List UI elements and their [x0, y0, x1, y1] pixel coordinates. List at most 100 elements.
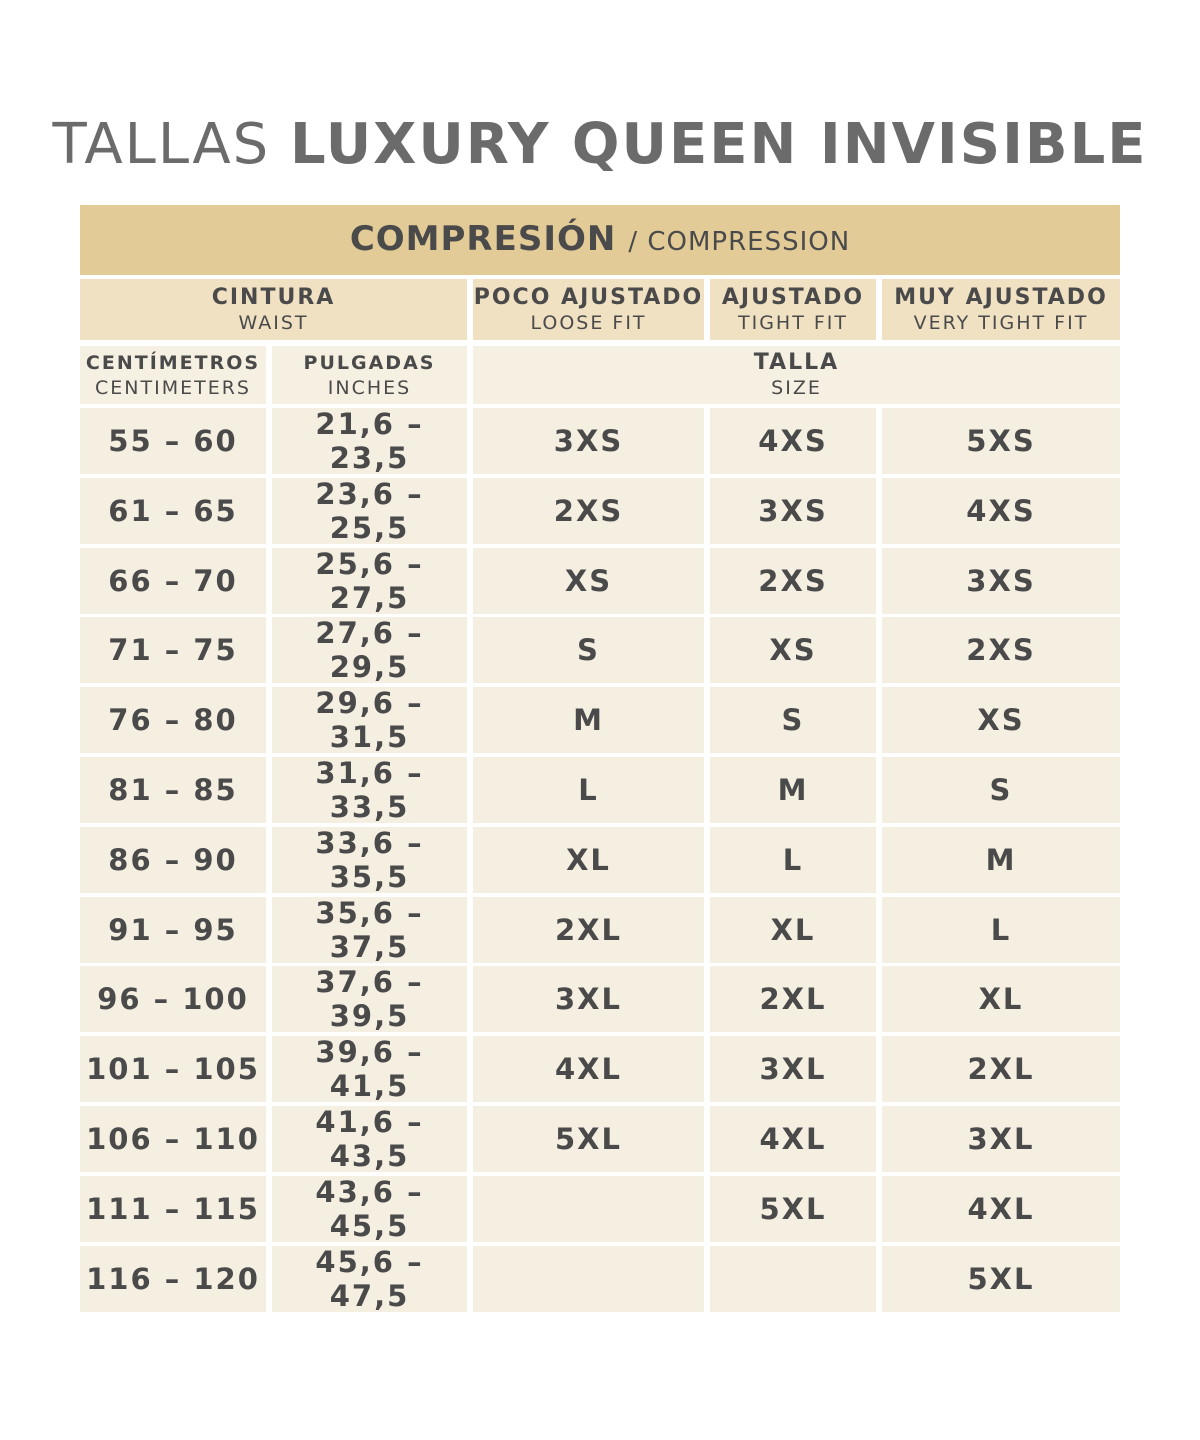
size-value: XS: [564, 563, 613, 598]
header-very-tight-en: VERY TIGHT FIT: [913, 311, 1089, 334]
size-value: 3XS: [966, 563, 1036, 598]
size-value: 4XS: [966, 493, 1036, 528]
cell-centimeters: 91 – 95: [80, 896, 266, 963]
size-value: 2XL: [759, 982, 827, 1017]
subheader-in-en: INCHES: [327, 377, 412, 399]
cell-inches: 35,6 – 37,5: [272, 895, 467, 964]
cell-centimeters: 76 – 80: [80, 687, 266, 754]
size-value: 33,6 – 35,5: [315, 825, 424, 894]
cell-inches: 21,6 – 23,5: [272, 407, 467, 475]
cell-loose-fit: [473, 1175, 704, 1242]
subheader-cm-en: CENTIMETERS: [95, 377, 251, 399]
size-value: 5XL: [967, 1261, 1035, 1296]
size-value: 96 – 100: [97, 982, 249, 1017]
cell-centimeters: 101 – 105: [80, 1036, 266, 1103]
size-value: 45,6 – 47,5: [315, 1244, 424, 1313]
size-value: 5XL: [759, 1191, 827, 1226]
cell-very-tight-fit: XL: [882, 966, 1120, 1033]
size-value: 101 – 105: [86, 1052, 260, 1087]
cell-tight-fit: 2XS: [710, 547, 876, 614]
cell-loose-fit: XL: [473, 826, 704, 893]
size-value: L: [782, 842, 804, 877]
subheader-centimeters: CENTÍMETROS CENTIMETERS: [80, 346, 266, 404]
size-value: 4XL: [554, 1052, 623, 1087]
cell-very-tight-fit: L: [882, 896, 1120, 963]
cell-inches: 37,6 – 39,5: [272, 965, 467, 1034]
subheader-size: TALLA SIZE: [473, 346, 1120, 404]
cell-very-tight-fit: 2XL: [882, 1036, 1120, 1103]
header-very-tight-fit: MUY AJUSTADO VERY TIGHT FIT: [882, 279, 1120, 340]
size-value: 37,6 – 39,5: [315, 965, 424, 1034]
size-value: 76 – 80: [108, 703, 238, 738]
size-value: 23,6 – 25,5: [315, 476, 424, 545]
subheader-inches: PULGADAS INCHES: [272, 346, 467, 404]
size-value: 4XS: [758, 424, 828, 458]
cell-loose-fit: 3XS: [473, 408, 704, 474]
cell-loose-fit: XS: [473, 547, 704, 614]
cell-inches: 27,6 – 29,5: [272, 616, 467, 684]
size-value: S: [989, 773, 1013, 807]
size-value: 3XS: [758, 493, 828, 528]
cell-centimeters: 66 – 70: [80, 547, 266, 614]
size-value: 111 – 115: [86, 1191, 260, 1226]
size-value: 21,6 – 23,5: [315, 407, 424, 475]
header-waist-es: CINTURA: [211, 284, 336, 310]
size-value: 35,6 – 37,5: [315, 895, 424, 964]
size-value: 81 – 85: [108, 773, 238, 807]
cell-very-tight-fit: 5XL: [882, 1245, 1120, 1312]
cell-centimeters: 86 – 90: [80, 826, 266, 893]
cell-very-tight-fit: XS: [882, 687, 1120, 754]
cell-inches: 39,6 – 41,5: [272, 1035, 467, 1104]
cell-inches: 29,6 – 31,5: [272, 686, 467, 755]
cell-inches: 43,6 – 45,5: [272, 1174, 467, 1243]
size-value: 66 – 70: [108, 563, 238, 598]
cell-very-tight-fit: 4XS: [882, 477, 1120, 544]
cell-centimeters: 61 – 65: [80, 477, 266, 544]
size-value: 116 – 120: [86, 1261, 260, 1296]
cell-centimeters: 55 – 60: [80, 408, 266, 474]
cell-centimeters: 106 – 110: [80, 1106, 266, 1172]
cell-tight-fit: XL: [710, 896, 876, 963]
size-value: XL: [978, 982, 1024, 1017]
cell-very-tight-fit: 4XL: [882, 1175, 1120, 1242]
cell-tight-fit: M: [710, 757, 876, 823]
compression-subtitle: / COMPRESSION: [628, 227, 851, 257]
title-light: TALLAS: [52, 112, 271, 177]
size-value: 106 – 110: [86, 1122, 260, 1156]
size-value: 3XL: [967, 1122, 1035, 1156]
cell-very-tight-fit: 5XS: [882, 408, 1120, 474]
header-loose-es: POCO AJUSTADO: [473, 284, 704, 310]
size-value: 29,6 – 31,5: [315, 686, 424, 755]
cell-tight-fit: [710, 1245, 876, 1312]
cell-loose-fit: M: [473, 687, 704, 754]
cell-very-tight-fit: 3XL: [882, 1106, 1120, 1172]
cell-tight-fit: L: [710, 826, 876, 893]
size-value: 39,6 – 41,5: [315, 1035, 424, 1104]
subheader-size-en: SIZE: [771, 377, 822, 399]
size-value: 5XS: [966, 424, 1036, 458]
size-value: 5XL: [554, 1122, 623, 1156]
size-value: XS: [977, 703, 1025, 738]
header-waist: CINTURA WAIST: [80, 279, 467, 340]
subheader-cm-es: CENTÍMETROS: [85, 352, 261, 374]
size-value: 2XS: [553, 493, 624, 528]
size-value: XL: [770, 912, 816, 947]
header-loose-en: LOOSE FIT: [530, 311, 647, 334]
cell-tight-fit: 2XL: [710, 966, 876, 1033]
size-value: XS: [769, 633, 817, 668]
size-value: 41,6 – 43,5: [315, 1105, 424, 1173]
cell-inches: 31,6 – 33,5: [272, 756, 467, 824]
header-tight-es: AJUSTADO: [721, 284, 865, 310]
header-waist-en: WAIST: [238, 311, 309, 334]
size-value: 91 – 95: [108, 912, 238, 947]
size-value: 43,6 – 45,5: [315, 1174, 424, 1243]
size-value: 2XS: [966, 633, 1036, 668]
cell-inches: 33,6 – 35,5: [272, 825, 467, 894]
cell-very-tight-fit: 3XS: [882, 547, 1120, 614]
cell-loose-fit: 5XL: [473, 1106, 704, 1172]
header-tight-en: TIGHT FIT: [737, 311, 848, 334]
header-tight-fit: AJUSTADO TIGHT FIT: [710, 279, 876, 340]
size-value: M: [985, 842, 1017, 877]
size-value: 4XL: [759, 1122, 827, 1156]
cell-centimeters: 71 – 75: [80, 617, 266, 684]
